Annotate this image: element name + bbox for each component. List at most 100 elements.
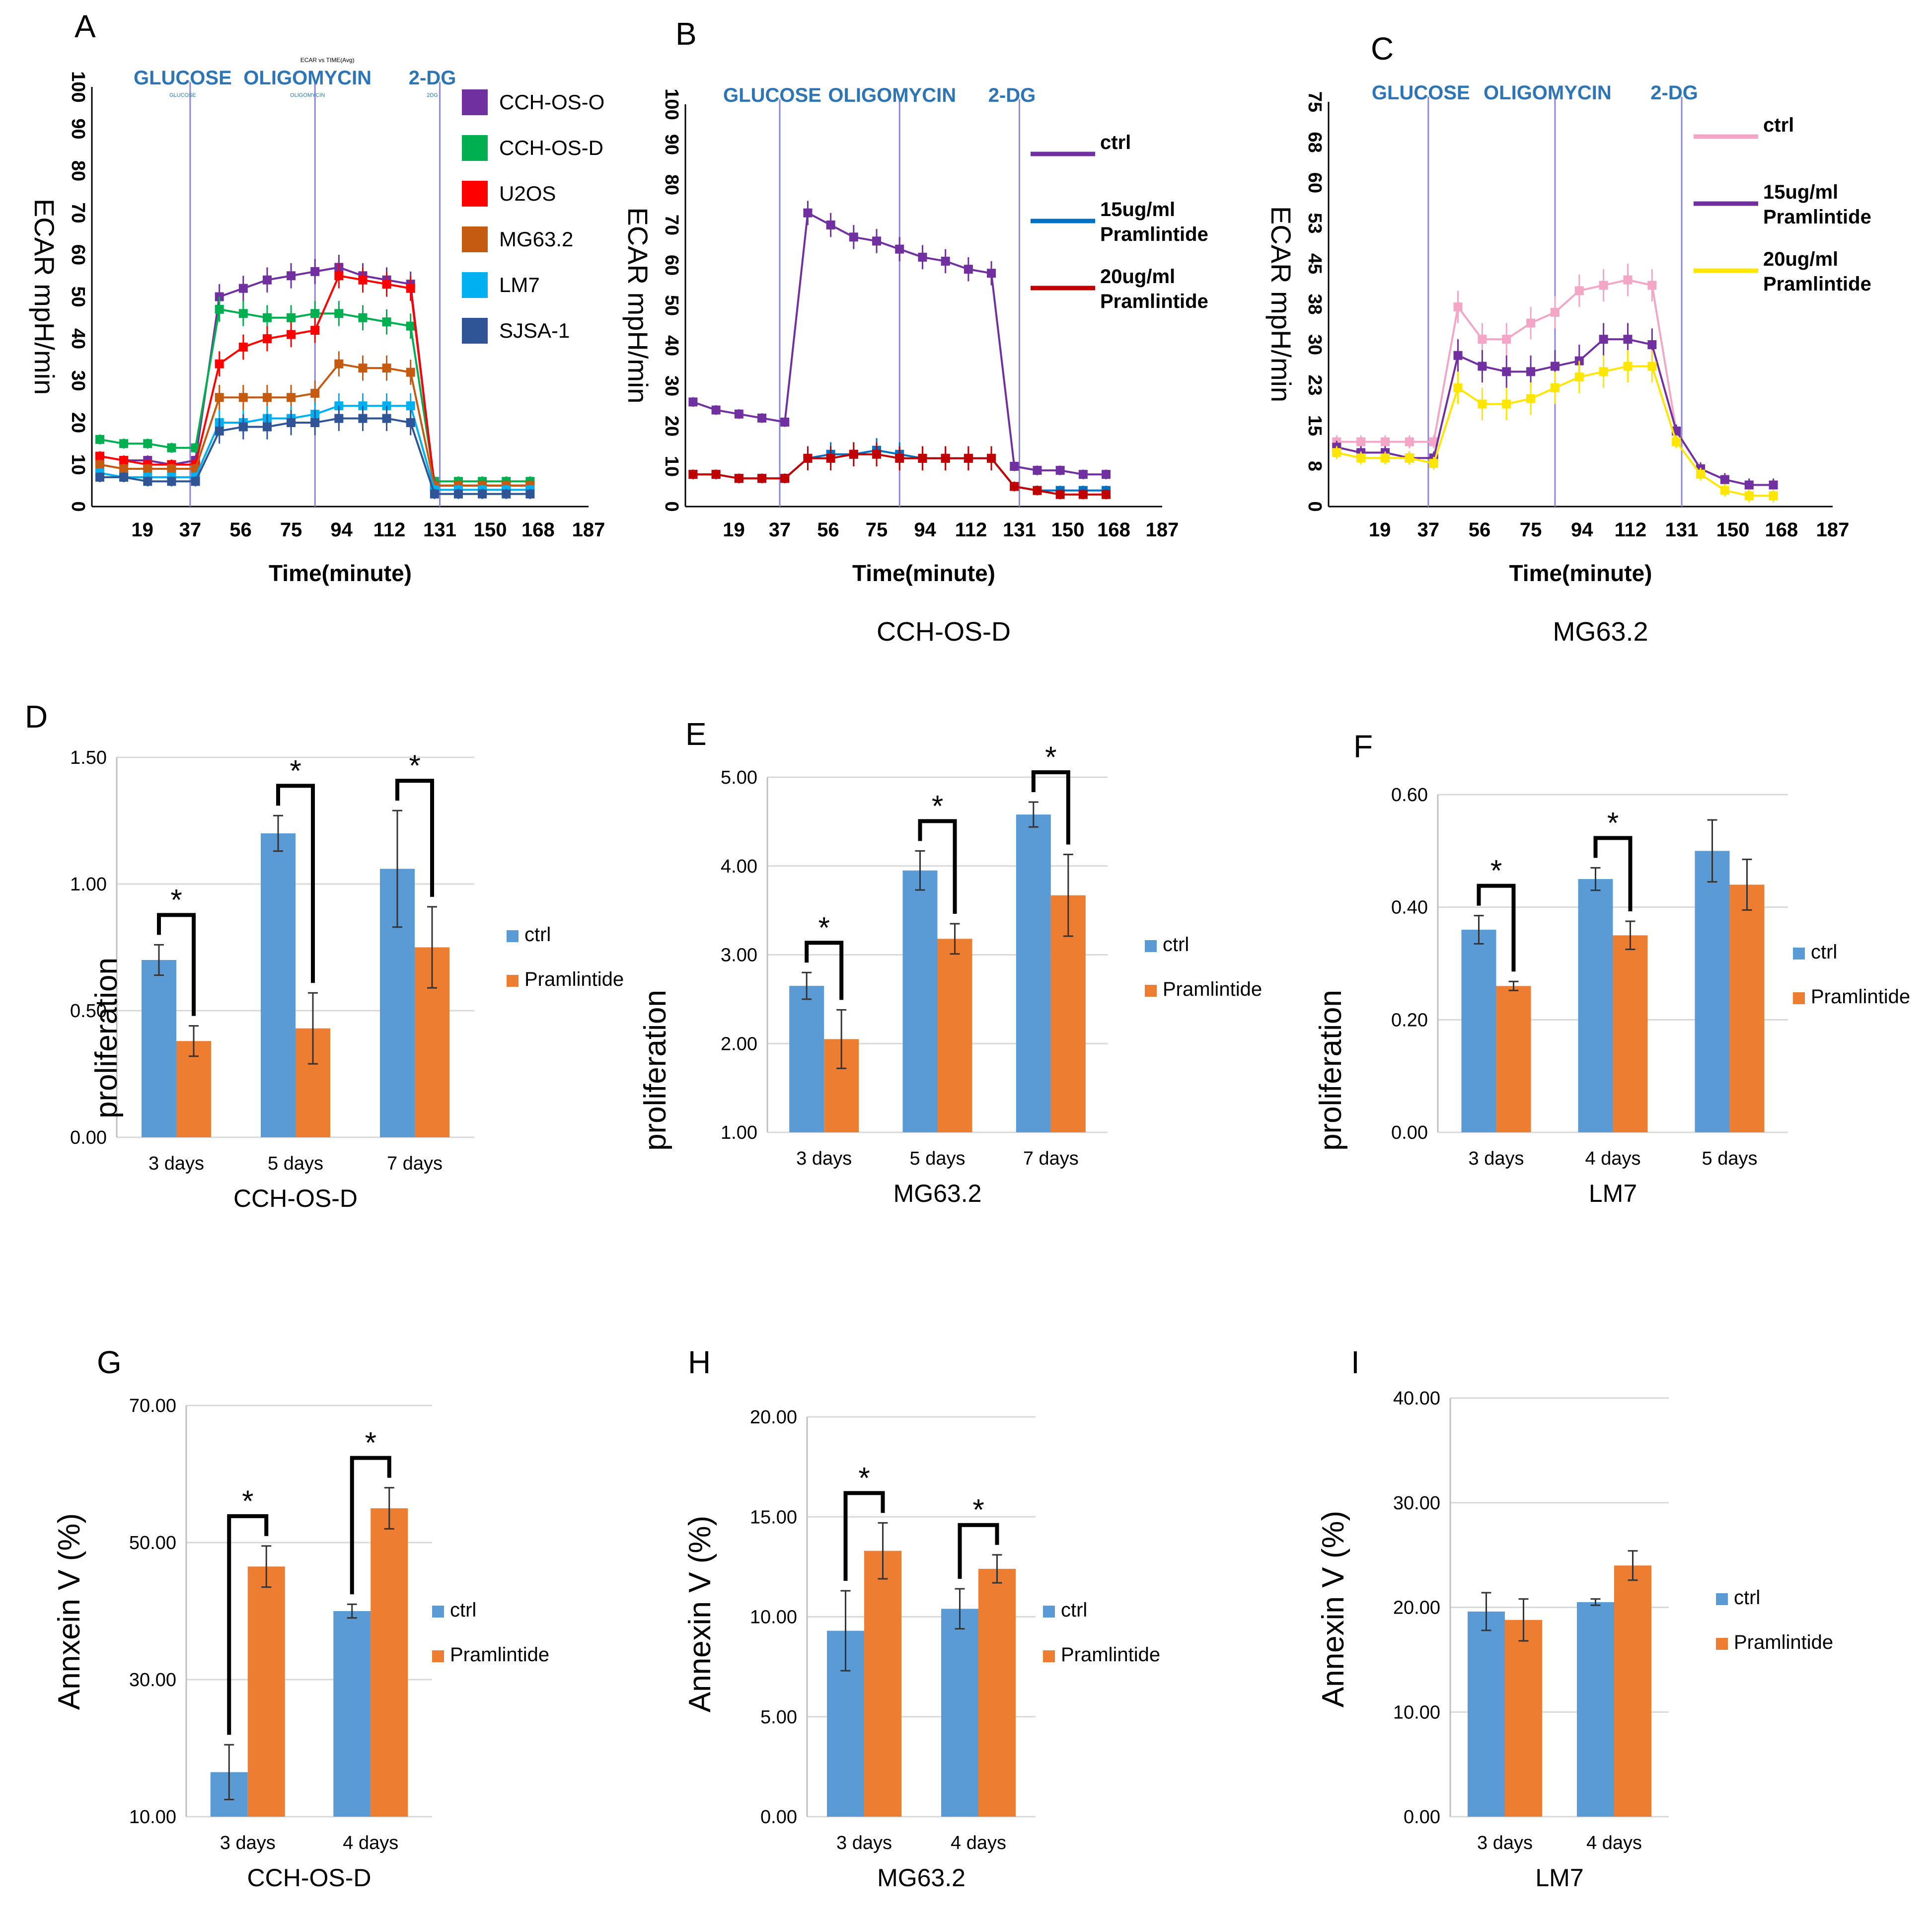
data-point — [287, 330, 296, 339]
data-point — [1405, 453, 1414, 463]
data-point — [1478, 399, 1487, 409]
data-point — [334, 309, 344, 318]
panel-title: MG63.2 — [1553, 617, 1648, 647]
data-point — [1769, 480, 1778, 490]
x-tick-label: 56 — [817, 519, 839, 541]
x-tick-label: 187 — [1146, 519, 1179, 541]
significance-star: * — [932, 789, 943, 822]
data-point — [1429, 459, 1438, 468]
data-point — [358, 275, 368, 285]
legend-label: ctrl — [450, 1599, 476, 1621]
data-point — [895, 244, 904, 254]
data-point — [382, 414, 391, 423]
x-tick-label: 131 — [423, 519, 456, 541]
data-point — [287, 418, 296, 427]
significance-bracket — [227, 1514, 269, 1735]
significance-bracket — [350, 1456, 391, 1595]
data-point — [1429, 437, 1438, 446]
data-point — [1010, 482, 1019, 491]
injection-label: 2-DG — [988, 84, 1036, 106]
x-tick-label: 5 days — [910, 1148, 966, 1169]
y-tick-label: 45 — [1304, 253, 1325, 274]
significance-star: * — [170, 883, 182, 916]
data-point — [406, 284, 415, 293]
legend-swatch — [462, 226, 488, 252]
y-tick-label: 2.00 — [721, 1033, 757, 1054]
panel-h-chart: 0.00 5.00 10.00 15.00 20.00 3 days * 4 days * MG6… — [683, 1407, 1160, 1892]
panel-label-h: H — [688, 1344, 711, 1380]
bar-ctrl — [1016, 814, 1051, 1132]
legend-label: CCH-OS-D — [499, 136, 603, 159]
y-axis-label: Annexin V (%) — [1316, 1511, 1350, 1707]
data-point — [1769, 491, 1778, 501]
panel-b-chart: 19 37 56 75 94 112 131 150 168 187 0 10 20 30 40 50 60 70… — [622, 84, 1208, 647]
data-point — [406, 418, 415, 427]
data-point — [1623, 275, 1633, 285]
y-tick-label: 20.00 — [750, 1407, 797, 1428]
injection-sublabel: OLIGOMYCIN — [290, 92, 325, 98]
data-point — [453, 489, 463, 499]
data-point — [1453, 351, 1463, 360]
x-tick-label: 168 — [1097, 519, 1130, 541]
y-tick-label: 1.00 — [70, 874, 107, 895]
panel-label-i: I — [1351, 1344, 1360, 1380]
data-point — [941, 453, 950, 463]
legend-label: 15ug/ml Pramlintide — [1763, 181, 1871, 228]
injection-label: OLIGOMYCIN — [243, 67, 372, 89]
y-tick-label: 30 — [661, 375, 682, 396]
bar-ctrl — [902, 870, 938, 1132]
data-point — [525, 489, 535, 499]
data-point — [1720, 486, 1729, 495]
legend-label: Pramlintide — [1163, 978, 1262, 1000]
bar-ctrl — [789, 986, 824, 1132]
legend-label: Pramlintide — [524, 968, 624, 990]
bar-pramlintide — [937, 939, 972, 1132]
data-point — [382, 364, 391, 373]
x-tick-label: 3 days — [836, 1833, 892, 1853]
data-point — [430, 489, 439, 499]
data-point — [238, 284, 248, 293]
y-tick-label: 0.20 — [1391, 1010, 1428, 1031]
significance-bracket — [918, 819, 957, 914]
x-tick-label: 131 — [1665, 519, 1699, 541]
panel-a-chart: 19 37 56 75 94 112 131 150 168 187 0 10 20 30 40 50 60 70… — [29, 57, 605, 586]
injection-label: OLIGOMYCIN — [1484, 82, 1612, 104]
data-point — [1010, 462, 1019, 471]
x-axis-label: Time(minute) — [852, 560, 995, 586]
data-point — [1380, 437, 1390, 446]
data-point — [287, 313, 296, 322]
data-point — [780, 417, 790, 427]
y-tick-label: 50 — [661, 295, 682, 316]
legend-swatch — [462, 272, 488, 298]
data-point — [1502, 335, 1511, 344]
y-tick-label: 60 — [661, 255, 682, 276]
legend-swatch — [1793, 992, 1805, 1004]
data-point — [382, 280, 391, 289]
panel-title: CCH-OS-D — [877, 617, 1011, 647]
data-point — [1623, 335, 1633, 344]
x-tick-label: 112 — [373, 519, 406, 541]
panel-label-g: G — [97, 1344, 122, 1380]
bar-pramlintide — [371, 1508, 408, 1817]
x-axis-label: CCH-OS-D — [247, 1864, 372, 1892]
injection-label: GLUCOSE — [134, 67, 232, 89]
data-point — [143, 439, 152, 448]
y-tick-label: 5.00 — [721, 767, 757, 788]
y-tick-label: 0 — [1304, 501, 1325, 512]
data-point — [1478, 335, 1487, 344]
data-point — [238, 309, 248, 318]
legend-swatch — [462, 89, 488, 115]
y-tick-label: 40.00 — [1393, 1388, 1440, 1409]
panel-label-a: A — [74, 8, 96, 44]
data-point — [1599, 335, 1608, 344]
y-tick-label: 0.00 — [1404, 1807, 1440, 1828]
data-point — [1502, 399, 1511, 409]
y-tick-label: 80 — [68, 160, 88, 181]
x-tick-label: 94 — [1571, 519, 1593, 541]
legend-label: Pramlintide — [1811, 986, 1910, 1008]
y-tick-label: 0.00 — [70, 1127, 107, 1148]
data-point — [1550, 383, 1560, 392]
x-tick-label: 3 days — [796, 1148, 852, 1169]
data-point — [1526, 367, 1536, 376]
data-point — [1526, 394, 1536, 403]
